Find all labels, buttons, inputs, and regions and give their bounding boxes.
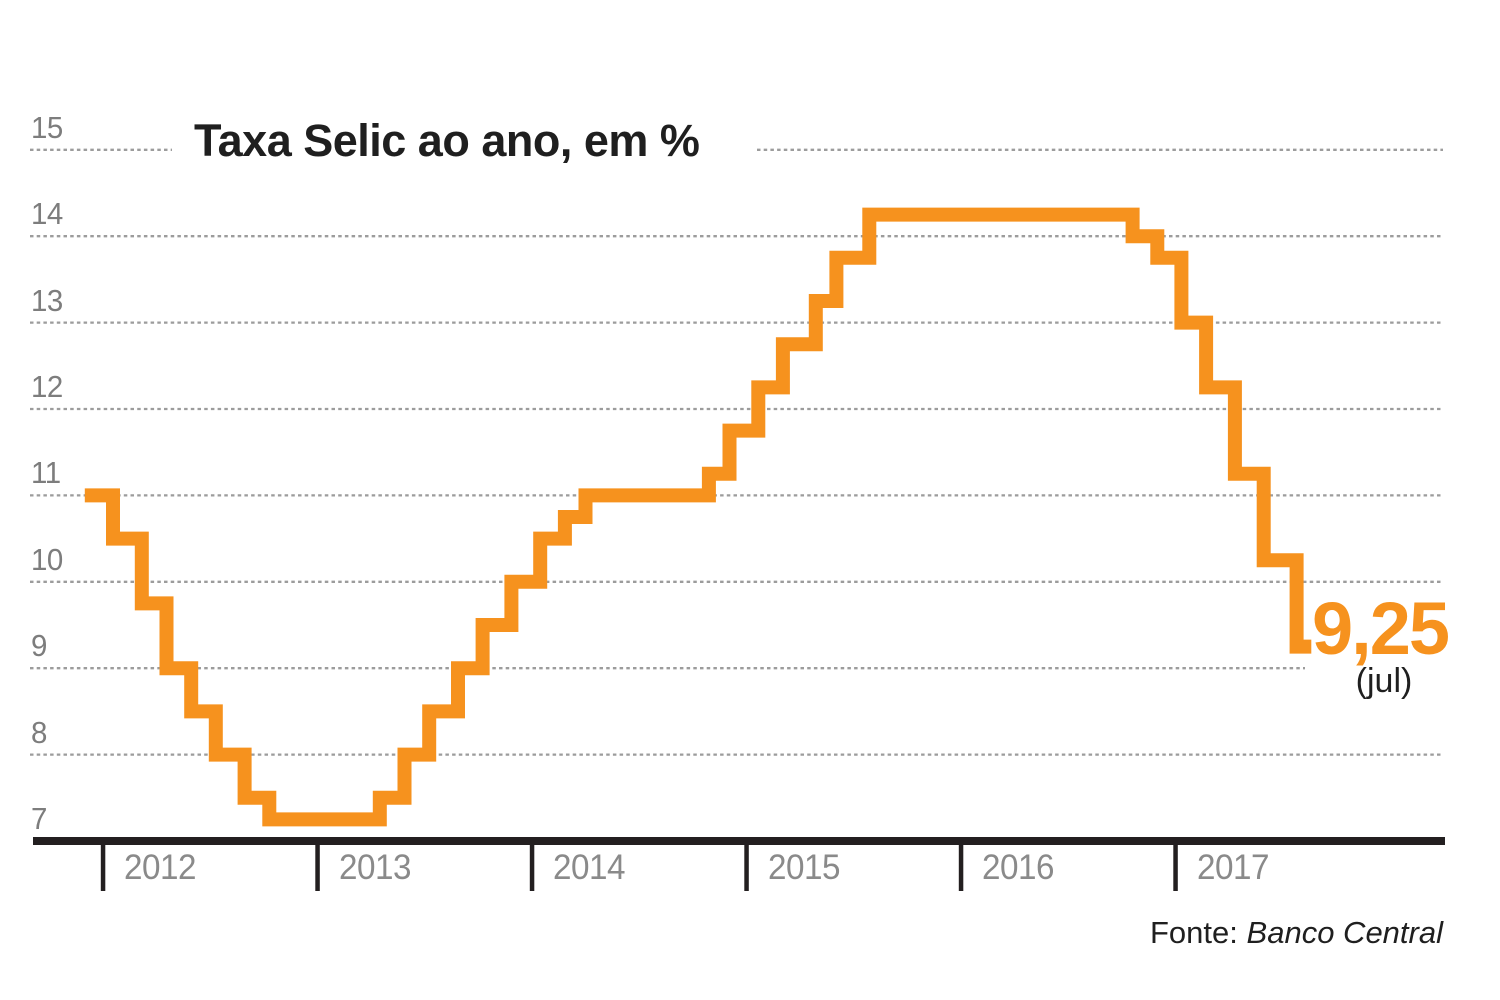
y-axis-label-11: 11: [31, 455, 61, 490]
last-value-month-label: (jul): [1355, 662, 1413, 700]
y-axis-label-12: 12: [31, 369, 63, 404]
x-axis-label-2014: 2014: [553, 848, 626, 887]
last-value-label: 9,25: [1312, 587, 1450, 670]
x-tick-2013: [315, 845, 320, 891]
y-axis-label-15: 15: [31, 110, 63, 145]
x-axis-label-2013: 2013: [339, 848, 412, 887]
x-axis: [33, 837, 1445, 891]
x-tick-2014: [529, 845, 535, 891]
source-prefix: Fonte:: [1149, 915, 1238, 950]
y-axis-label-9: 9: [31, 628, 47, 663]
x-tick-2016: [958, 845, 964, 891]
selic-step-line: [84, 207, 1312, 827]
y-axis-label-10: 10: [31, 542, 63, 577]
source-credit: Fonte: Banco Central: [1150, 917, 1443, 948]
y-axis-label-14: 14: [31, 196, 63, 231]
x-tick-2017: [1173, 845, 1178, 891]
chart-title: Taxa Selic ao ano, em %: [194, 115, 700, 166]
y-axis-label-13: 13: [31, 283, 63, 318]
gridlines: [30, 148, 1443, 756]
x-axis-label-2012: 2012: [124, 848, 197, 887]
source-name: Banco Central: [1246, 915, 1443, 950]
x-axis-line: [33, 837, 1445, 845]
y-axis-label-7: 7: [31, 801, 47, 836]
x-axis-label-2016: 2016: [982, 848, 1055, 887]
x-axis-label-2015: 2015: [768, 848, 841, 887]
x-axis-label-2017: 2017: [1197, 848, 1270, 887]
x-tick-2012: [100, 845, 106, 891]
x-tick-2015: [744, 845, 749, 891]
y-axis-label-8: 8: [31, 715, 47, 750]
